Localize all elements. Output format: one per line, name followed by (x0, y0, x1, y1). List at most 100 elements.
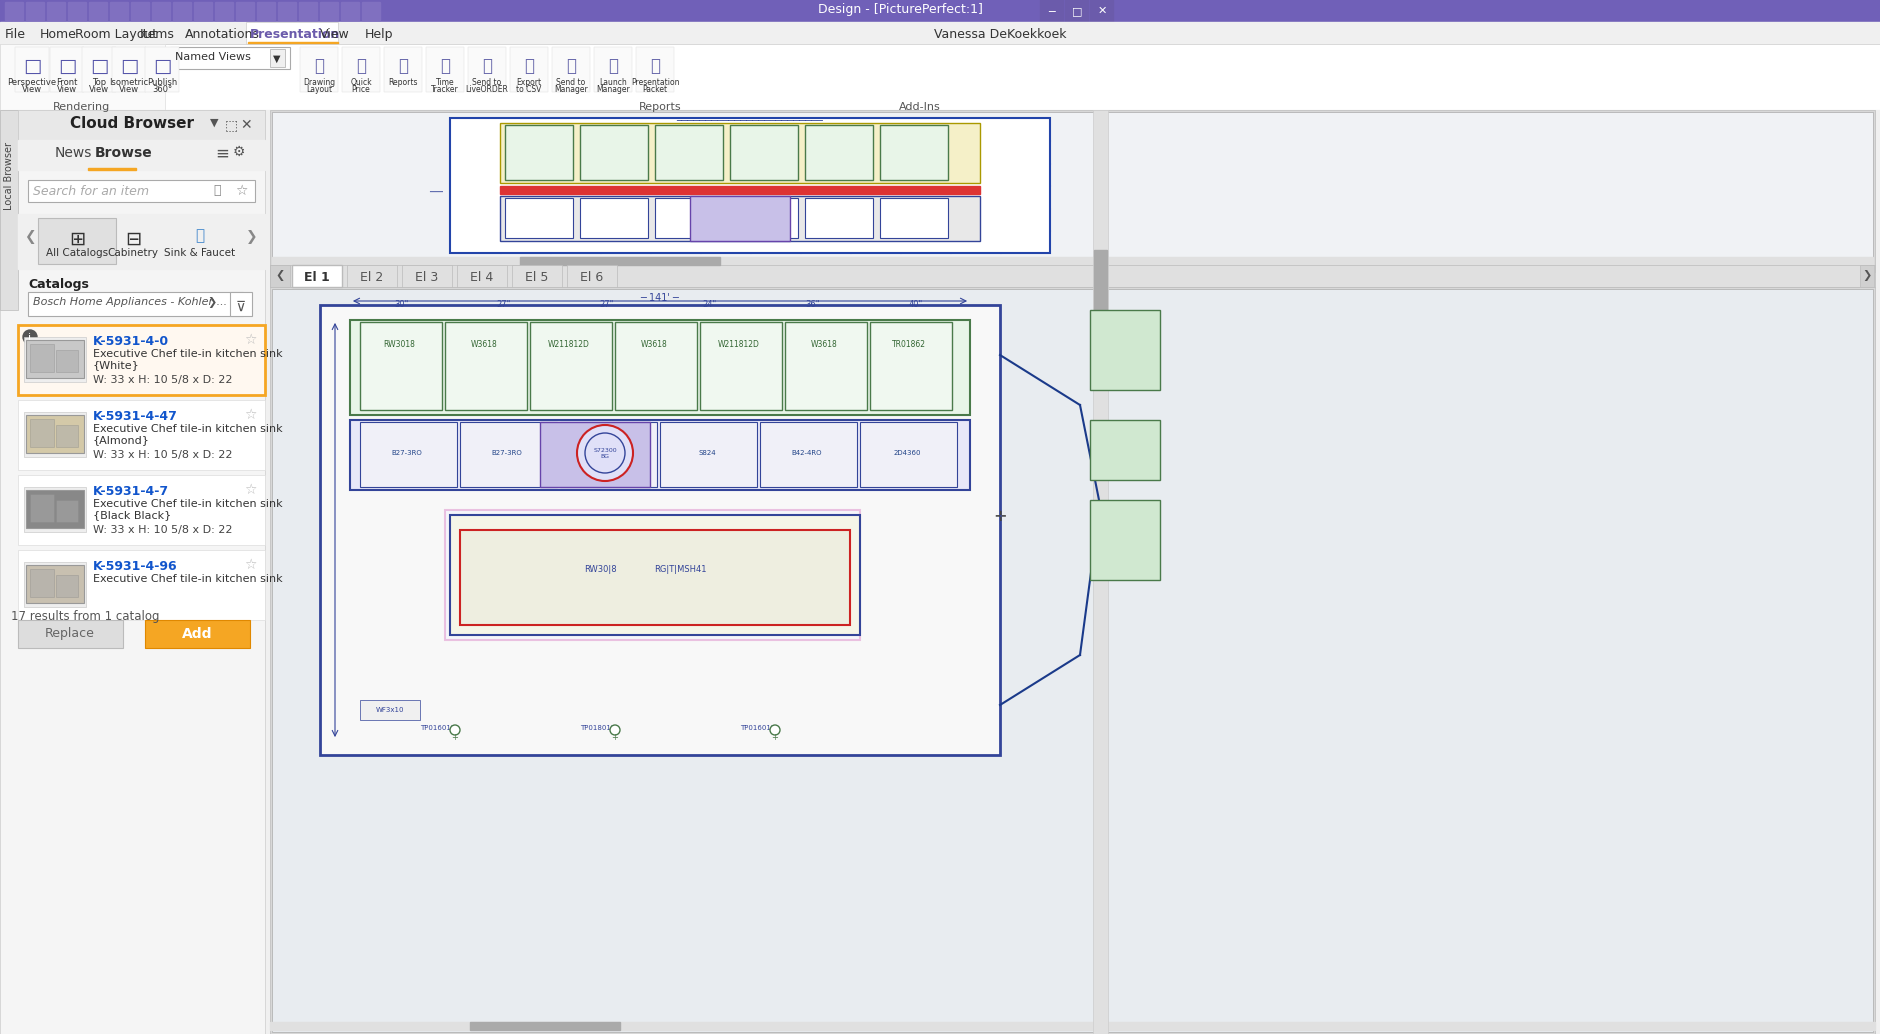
Text: ☆: ☆ (244, 558, 256, 572)
Text: □: □ (152, 57, 171, 77)
Text: Rendering: Rendering (53, 102, 111, 112)
Bar (760, 422, 857, 487)
Bar (320, 2, 338, 20)
Text: Manager: Manager (555, 85, 588, 94)
Bar (594, 47, 632, 92)
Bar (30, 344, 55, 372)
Bar (299, 2, 318, 20)
Text: Executive Chef tile-in kitchen sink: Executive Chef tile-in kitchen sink (92, 499, 282, 509)
Bar (30, 419, 55, 447)
Text: El 2: El 2 (361, 271, 384, 284)
Text: 2D4360: 2D4360 (893, 450, 921, 456)
Text: File: File (6, 28, 26, 41)
Text: TP016012: TP016012 (419, 725, 455, 731)
Bar (88, 2, 107, 20)
Bar (880, 197, 948, 238)
Text: +: + (451, 733, 459, 742)
Bar (56, 500, 77, 522)
Text: Design - [PicturePerfect:1]: Design - [PicturePerfect:1] (818, 3, 983, 16)
Circle shape (609, 725, 620, 735)
Text: Packet: Packet (643, 85, 667, 94)
Bar (363, 2, 380, 20)
Bar (19, 110, 265, 140)
Text: 17 results from 1 catalog: 17 results from 1 catalog (11, 610, 160, 624)
Text: Room Layout: Room Layout (75, 28, 158, 41)
Bar (194, 2, 212, 20)
Bar (449, 515, 859, 635)
Bar (0, 110, 1880, 1034)
Bar (19, 620, 122, 648)
Bar (509, 47, 547, 92)
Bar (6, 2, 23, 20)
Circle shape (449, 725, 461, 735)
Text: Vanessa DeKoekkoek: Vanessa DeKoekkoek (934, 28, 1066, 41)
Text: ─ 141' ─: ─ 141' ─ (641, 293, 679, 303)
Bar (342, 47, 380, 92)
Bar (449, 118, 1051, 253)
Bar (26, 415, 85, 453)
Text: El 5: El 5 (525, 271, 549, 284)
Text: RG|T|MSH41: RG|T|MSH41 (654, 565, 707, 574)
Text: K-5931-4-7: K-5931-4-7 (92, 485, 169, 498)
Bar (553, 47, 590, 92)
Text: 27": 27" (496, 300, 511, 309)
Text: Drawing: Drawing (303, 78, 335, 87)
Text: Price: Price (352, 85, 370, 94)
Bar (359, 422, 457, 487)
Bar (271, 265, 1874, 287)
Bar (786, 322, 867, 410)
Bar (258, 2, 274, 20)
Text: El 1: El 1 (305, 271, 329, 284)
Bar (246, 22, 338, 44)
Bar (26, 340, 85, 378)
Bar (540, 422, 650, 487)
Bar (699, 322, 782, 410)
Text: {White}: {White} (92, 360, 139, 370)
Text: 24": 24" (703, 300, 716, 309)
Text: ⬛: ⬛ (566, 57, 575, 75)
Text: ≡: ≡ (214, 145, 229, 163)
Bar (340, 2, 359, 20)
Text: W: 33 x H: 10 5/8 x D: 22: W: 33 x H: 10 5/8 x D: 22 (92, 375, 233, 385)
Bar (461, 422, 556, 487)
Text: TR01862: TR01862 (891, 340, 927, 349)
Bar (560, 422, 656, 487)
Bar (19, 214, 265, 269)
Text: Annotations: Annotations (184, 28, 259, 41)
Text: Named Views: Named Views (175, 52, 250, 62)
Bar (30, 569, 55, 597)
Bar (271, 110, 1874, 272)
Text: All Catalogs: All Catalogs (45, 248, 107, 258)
Text: W211812D: W211812D (549, 340, 590, 349)
Bar (15, 47, 49, 92)
Text: Isometric: Isometric (109, 78, 149, 87)
Text: ▼: ▼ (211, 118, 218, 128)
Text: Presentation: Presentation (250, 28, 340, 41)
Bar (169, 47, 290, 69)
Circle shape (577, 425, 634, 481)
Bar (384, 47, 421, 92)
Bar (320, 305, 1000, 755)
Text: Reports: Reports (389, 78, 417, 87)
Text: ☆: ☆ (244, 333, 256, 347)
Text: 40": 40" (908, 300, 923, 309)
Text: Sink & Faucet: Sink & Faucet (164, 248, 235, 258)
Text: Catalogs: Catalogs (28, 278, 88, 291)
Text: B27-3RO: B27-3RO (391, 450, 423, 456)
Text: ⬛: ⬛ (399, 57, 408, 75)
Text: Perspective: Perspective (8, 78, 56, 87)
Bar (427, 47, 464, 92)
Text: WF3x10: WF3x10 (376, 707, 404, 713)
Bar (660, 422, 758, 487)
Bar (470, 1022, 620, 1030)
Text: ⬛: ⬛ (525, 57, 534, 75)
Bar (26, 565, 85, 603)
Bar (805, 125, 872, 180)
Bar (468, 47, 506, 92)
Text: B42-4RO: B42-4RO (791, 450, 822, 456)
Bar (26, 2, 43, 20)
Text: ✕: ✕ (241, 118, 252, 132)
Text: Cloud Browser: Cloud Browser (70, 116, 194, 131)
Text: El 6: El 6 (581, 271, 603, 284)
Circle shape (23, 330, 38, 344)
